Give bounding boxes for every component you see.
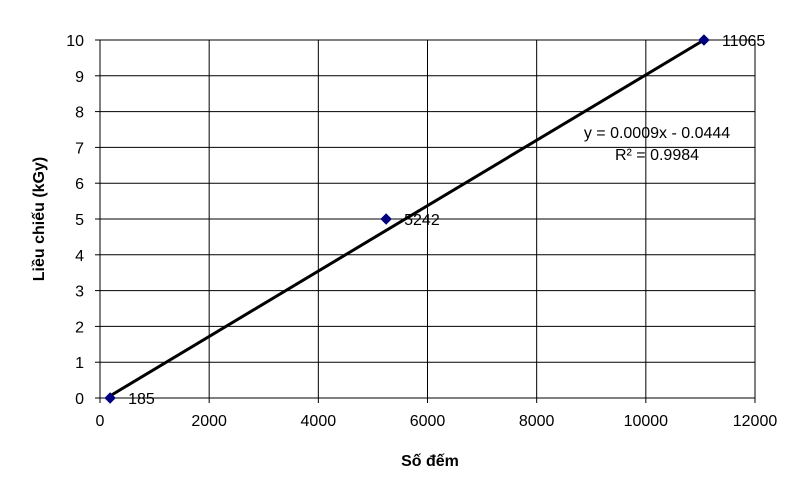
y-tick-label: 9 xyxy=(75,69,84,86)
trendline xyxy=(109,38,705,398)
y-axis-title: Liều chiếu (kGy) xyxy=(31,157,48,281)
data-label: 185 xyxy=(128,391,155,408)
trendline-r-squared: R² = 0.9984 xyxy=(615,147,699,164)
x-tick-label: 10000 xyxy=(624,413,669,430)
x-tick-label: 8000 xyxy=(519,413,555,430)
trendline-group xyxy=(109,38,705,398)
y-tick-label: 3 xyxy=(75,284,84,301)
x-tick-label: 2000 xyxy=(191,413,227,430)
y-tick-label: 2 xyxy=(75,319,84,336)
data-label: 11065 xyxy=(722,33,765,50)
x-tick-labels: 0 2000 4000 6000 8000 10000 12000 xyxy=(96,398,778,430)
x-axis-title: Số đếm xyxy=(401,453,459,470)
y-tick-label: 8 xyxy=(75,105,84,122)
trendline-equation: y = 0.0009x - 0.0444 xyxy=(584,125,730,142)
y-tick-label: 7 xyxy=(75,140,84,157)
y-tick-label: 6 xyxy=(75,176,84,193)
y-tick-label: 0 xyxy=(75,391,84,408)
y-tick-label: 10 xyxy=(66,33,84,50)
x-tick-label: 0 xyxy=(96,413,105,430)
data-points xyxy=(104,34,710,404)
data-labels: 185 5242 11065 xyxy=(128,33,765,408)
data-point xyxy=(698,34,710,46)
y-tick-label: 5 xyxy=(75,212,84,229)
y-tick-labels: 0 1 2 3 4 5 6 7 8 9 10 xyxy=(66,33,100,408)
y-tick-label: 1 xyxy=(75,355,84,372)
data-point xyxy=(104,392,116,404)
x-tick-label: 6000 xyxy=(410,413,446,430)
y-tick-label: 4 xyxy=(75,248,84,265)
x-tick-label: 4000 xyxy=(301,413,337,430)
data-point xyxy=(380,213,392,225)
x-tick-label: 12000 xyxy=(733,413,778,430)
data-label: 5242 xyxy=(404,212,440,229)
